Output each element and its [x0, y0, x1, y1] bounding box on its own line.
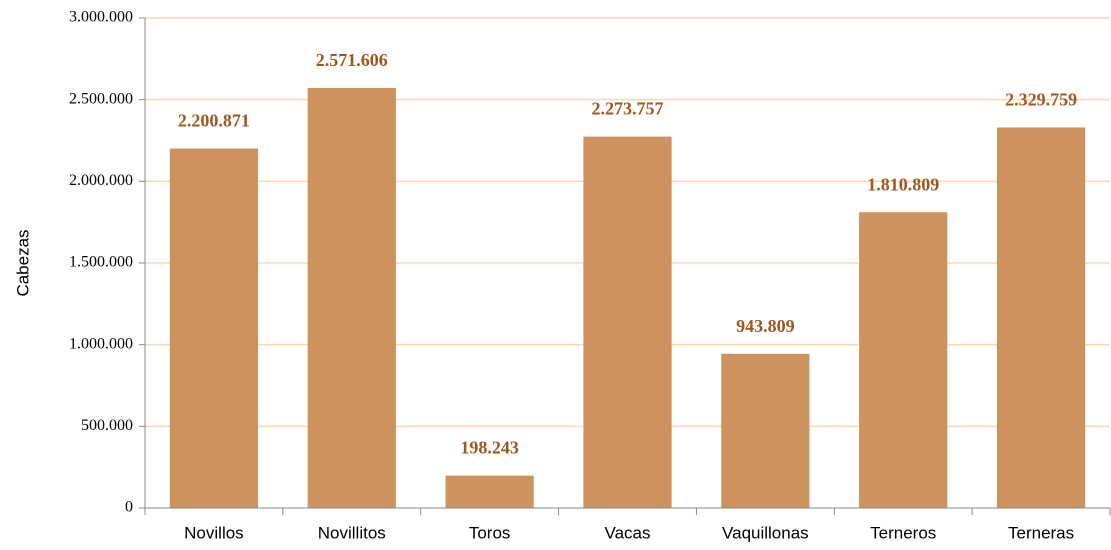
x-tick-label: Novillos — [184, 523, 244, 542]
bar — [996, 127, 1086, 509]
bar — [583, 136, 672, 508]
y-tick-label: 2.000.000 — [69, 172, 133, 189]
x-tick-label: Terneros — [870, 523, 936, 542]
bar — [859, 212, 948, 508]
x-tick-label: Novillitos — [318, 523, 386, 542]
value-label: 2.329.759 — [1005, 90, 1077, 110]
bar — [307, 87, 396, 509]
value-label: 2.571.606 — [316, 50, 388, 70]
value-label: 198.243 — [460, 438, 519, 458]
y-tick-label: 2.500.000 — [69, 90, 133, 107]
x-tick-label: Toros — [469, 523, 511, 542]
x-tick-label: Vaquillonas — [722, 523, 809, 542]
bar — [721, 353, 810, 508]
value-label: 2.273.757 — [592, 99, 664, 119]
y-axis-label: Cabezas — [13, 229, 32, 296]
bar — [169, 148, 259, 508]
y-tick-label: 1.000.000 — [69, 335, 133, 352]
y-tick-label: 1.500.000 — [69, 254, 133, 271]
y-tick-label: 0 — [125, 499, 133, 516]
value-label: 2.200.871 — [178, 111, 250, 131]
x-tick-label: Vacas — [605, 523, 651, 542]
value-label: 943.809 — [736, 316, 795, 336]
x-tick-label: Terneras — [1008, 523, 1074, 542]
value-label: 1.810.809 — [867, 174, 939, 194]
y-tick-label: 3.000.000 — [69, 9, 133, 26]
y-tick-label: 500.000 — [81, 417, 133, 434]
bar — [445, 475, 534, 508]
